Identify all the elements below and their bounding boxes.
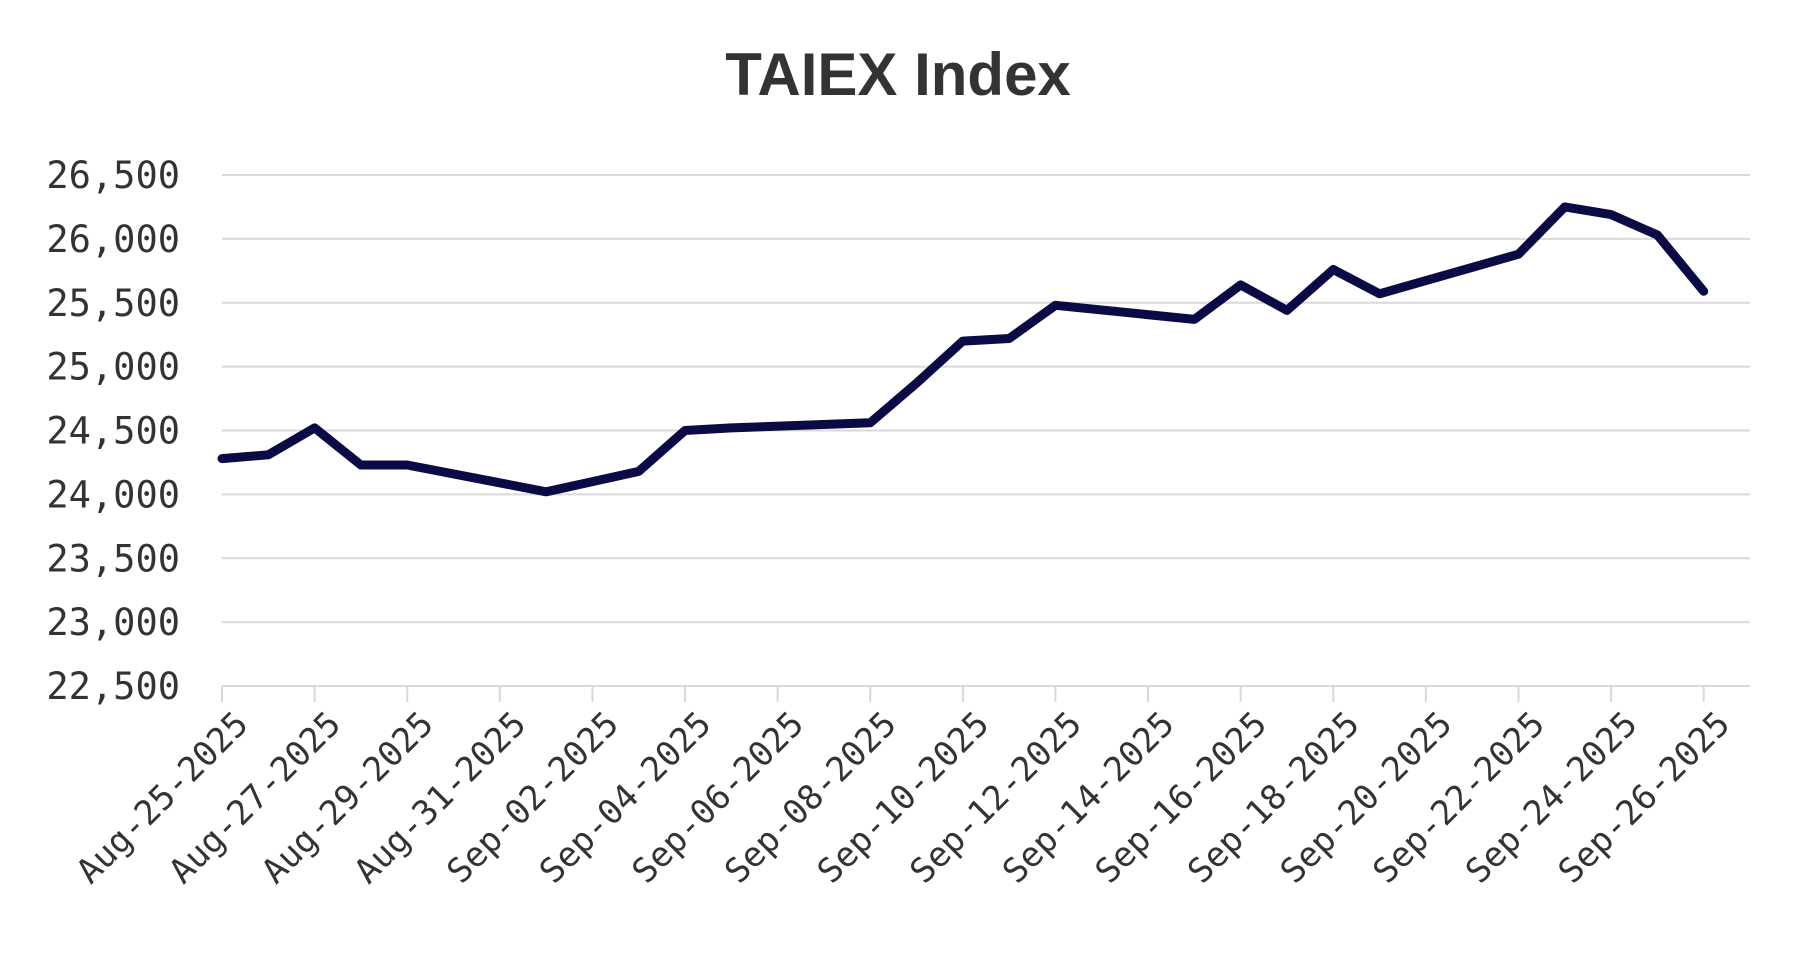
y-tick-label: 22,500 [46, 665, 180, 708]
y-tick-label: 25,000 [46, 346, 180, 389]
y-tick-label: 24,500 [46, 410, 180, 453]
y-tick-label: 23,000 [46, 601, 180, 644]
series-line-0 [217, 202, 1709, 497]
chart-title: TAIEX Index [725, 41, 1071, 108]
y-axis: 22,500 23,000 23,500 24,000 24,500 25,000 25,5… [46, 154, 180, 708]
grid-lines [222, 174, 1750, 687]
y-tick-label: 23,500 [46, 537, 180, 580]
y-tick-label: 24,000 [46, 473, 180, 516]
series-layer [217, 202, 1709, 497]
x-axis: Aug-25-2025Aug-27-2025Aug-29-2025Aug-31-… [69, 686, 1738, 892]
y-tick-label: 26,500 [46, 154, 180, 197]
y-tick-label: 26,000 [46, 218, 180, 261]
y-tick-label: 25,500 [46, 282, 180, 325]
